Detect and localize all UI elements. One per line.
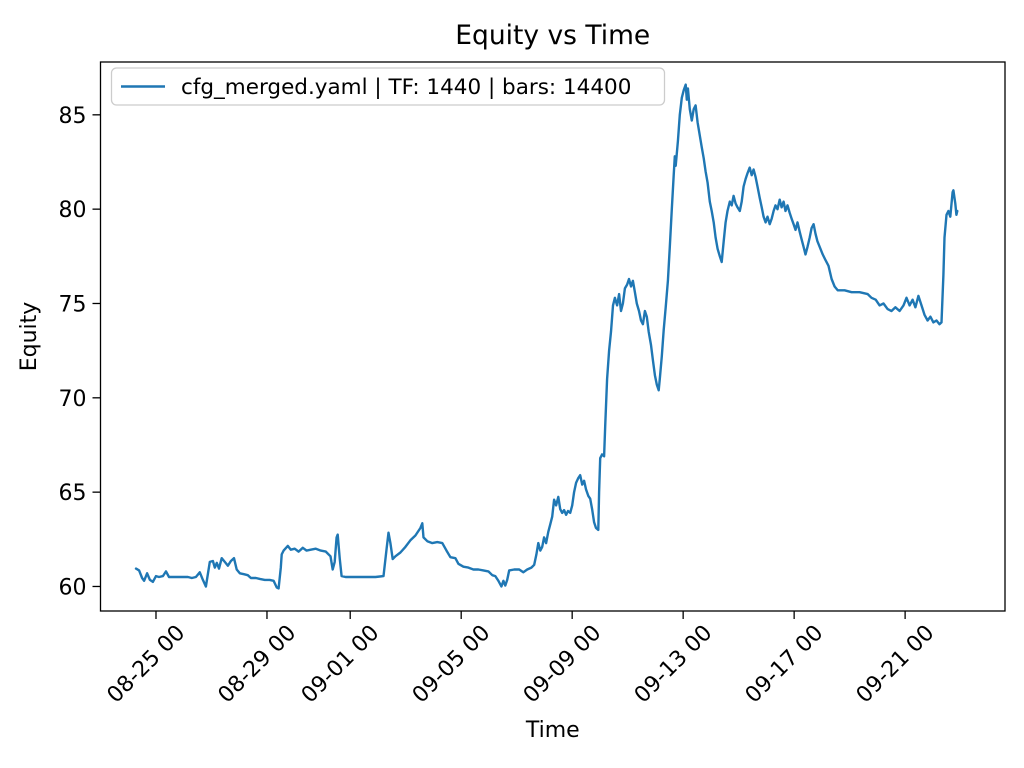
y-tick-label: 85 bbox=[59, 104, 87, 129]
x-tick-label: 09-05 00 bbox=[408, 621, 496, 709]
x-tick-label: 08-29 00 bbox=[214, 621, 302, 709]
chart-title: Equity vs Time bbox=[455, 20, 650, 51]
y-tick-labels: 60 65 70 75 80 85 bbox=[59, 104, 101, 600]
x-tick-label: 09-01 00 bbox=[297, 621, 385, 709]
y-tick-label: 70 bbox=[59, 387, 87, 412]
legend-box bbox=[110, 67, 666, 106]
y-tick-label: 65 bbox=[59, 481, 87, 506]
y-tick-label: 80 bbox=[59, 198, 87, 223]
plot-area bbox=[99, 61, 1006, 612]
x-tick-label: 09-21 00 bbox=[852, 621, 940, 709]
legend: cfg_merged.yaml | TF: 1440 | bars: 14400 bbox=[110, 67, 666, 106]
x-tick-label: 09-17 00 bbox=[741, 621, 829, 709]
x-tick-label: 09-09 00 bbox=[519, 621, 607, 709]
y-tick-label: 60 bbox=[59, 575, 87, 600]
legend-label: cfg_merged.yaml | TF: 1440 | bars: 14400 bbox=[181, 75, 631, 100]
x-tick-label: 08-25 00 bbox=[103, 621, 191, 709]
y-tick-label: 75 bbox=[59, 292, 87, 317]
y-axis-label: Equity bbox=[17, 302, 42, 372]
equity-curve bbox=[134, 83, 959, 590]
x-tick-label: 09-13 00 bbox=[630, 621, 718, 709]
x-axis-label: Time bbox=[525, 718, 580, 743]
